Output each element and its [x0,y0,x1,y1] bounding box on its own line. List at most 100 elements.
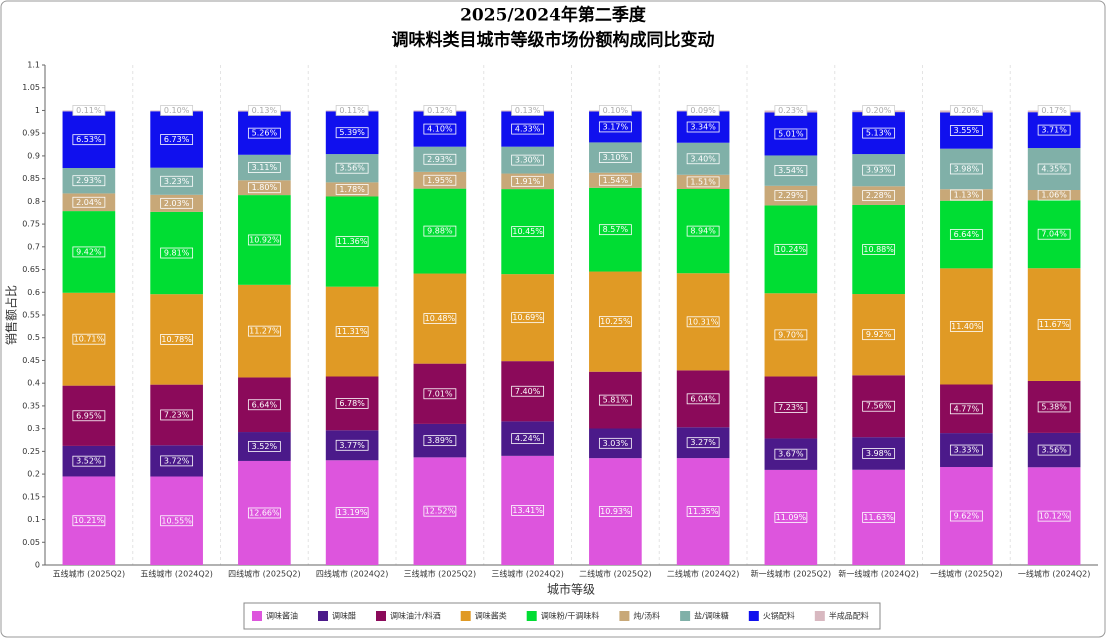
value-label-box [862,244,896,255]
y-tick-label: 0.4 [27,379,40,388]
x-tick-label: 一线城市 (2025Q2) [930,569,1003,579]
x-tick-label: 新一线城市 (2025Q2) [751,569,832,579]
value-label-box [862,511,896,523]
value-label-box [949,321,983,332]
value-label-box [774,105,808,116]
value-label: 3.67% [778,450,804,459]
y-tick-label: 0.6 [27,288,40,297]
value-label-box [423,153,457,165]
y-tick-label: 0.65 [22,265,40,274]
value-label: 7.04% [1041,230,1067,239]
x-tick-label: 四线城市 (2025Q2) [228,569,301,579]
value-label-box [247,182,281,194]
value-label: 3.89% [427,436,453,445]
value-label-box [686,393,720,405]
value-label-box [423,225,457,237]
value-label: 3.77% [339,441,365,450]
value-label: 0.23% [778,106,804,115]
value-label: 0.10% [164,106,190,115]
legend-label: 调味酱类 [475,611,507,621]
value-label-box [247,234,281,246]
value-label: 3.10% [603,153,629,162]
value-label-box [511,312,545,324]
value-label-box [335,398,369,409]
value-label: 3.30% [515,156,541,165]
legend-label: 炖/汤料 [633,611,660,621]
value-label-box [72,175,106,187]
legend-swatch [680,611,691,621]
value-label: 9.70% [778,330,804,339]
value-label: 0.09% [690,106,716,115]
value-label: 10.25% [600,317,631,326]
value-label-box [1037,401,1071,413]
value-label-box [423,174,457,186]
value-label-box [72,515,106,527]
chart-title: 2025/2024年第二季度 [460,5,647,26]
value-label: 8.57% [603,225,629,234]
value-label-box [160,515,194,527]
value-label-box [598,437,632,449]
value-label: 3.98% [866,449,892,458]
value-label: 11.67% [1039,320,1070,329]
value-label: 3.98% [954,164,980,173]
value-label: 5.01% [778,129,804,138]
value-label: 3.72% [164,456,190,465]
legend-label: 调味油汁/料酒 [390,611,441,621]
x-tick-label: 二线城市 (2024Q2) [667,569,740,579]
value-label-box [686,153,720,165]
legend-box [243,602,881,630]
value-label-box [686,437,720,449]
value-label-box [160,134,194,145]
value-label-box [949,229,983,240]
value-label-box [598,105,632,116]
value-label-box [862,400,896,412]
value-label-box [335,507,369,519]
value-label-box [1037,124,1071,136]
value-label-box [511,105,545,116]
value-label: 0.11% [76,106,102,115]
x-axis-label: 城市等级 [547,582,595,597]
x-tick-label: 三线城市 (2025Q2) [404,569,477,579]
value-label-box [511,385,545,397]
x-tick-label: 三线城市 (2024Q2) [491,569,564,579]
value-label: 10.55% [161,516,192,525]
value-label-box [949,105,983,116]
value-label-box [160,409,194,421]
value-label: 13.41% [512,506,543,515]
value-label: 2.03% [164,199,190,208]
legend-label: 调味醋 [332,611,356,621]
value-label: 0.17% [1041,106,1067,115]
value-label: 9.42% [76,247,102,256]
legend-swatch [252,611,262,621]
value-label: 6.04% [690,394,716,403]
value-label: 4.33% [515,125,541,134]
value-label-box [949,510,983,522]
value-label: 5.26% [252,129,278,138]
value-label: 3.27% [690,438,716,447]
value-label: 3.23% [164,177,190,186]
value-label: 8.94% [690,227,716,236]
value-label: 3.56% [339,164,365,173]
value-label-box [423,313,457,324]
value-label-box [335,162,369,174]
value-label: 5.39% [339,128,365,137]
value-label-box [949,189,983,201]
y-tick-label: 0 [35,561,40,570]
x-tick-label: 四线城市 (2024Q2) [316,569,389,579]
value-label-box [774,402,808,413]
value-label-box [686,121,720,133]
value-label-box [862,448,896,459]
legend-swatch [814,611,825,621]
legend-label: 调味酱油 [266,611,298,621]
value-label: 10.92% [249,235,280,244]
value-label-box [247,127,281,139]
value-label: 6.73% [164,135,190,144]
value-label-box [862,329,896,341]
value-label-box [160,105,194,116]
value-label: 1.13% [954,190,980,199]
value-label: 7.01% [427,389,453,398]
value-label-box [160,455,194,467]
value-label: 11.35% [688,507,719,516]
value-label: 3.54% [778,166,804,175]
value-label-box [72,105,106,116]
